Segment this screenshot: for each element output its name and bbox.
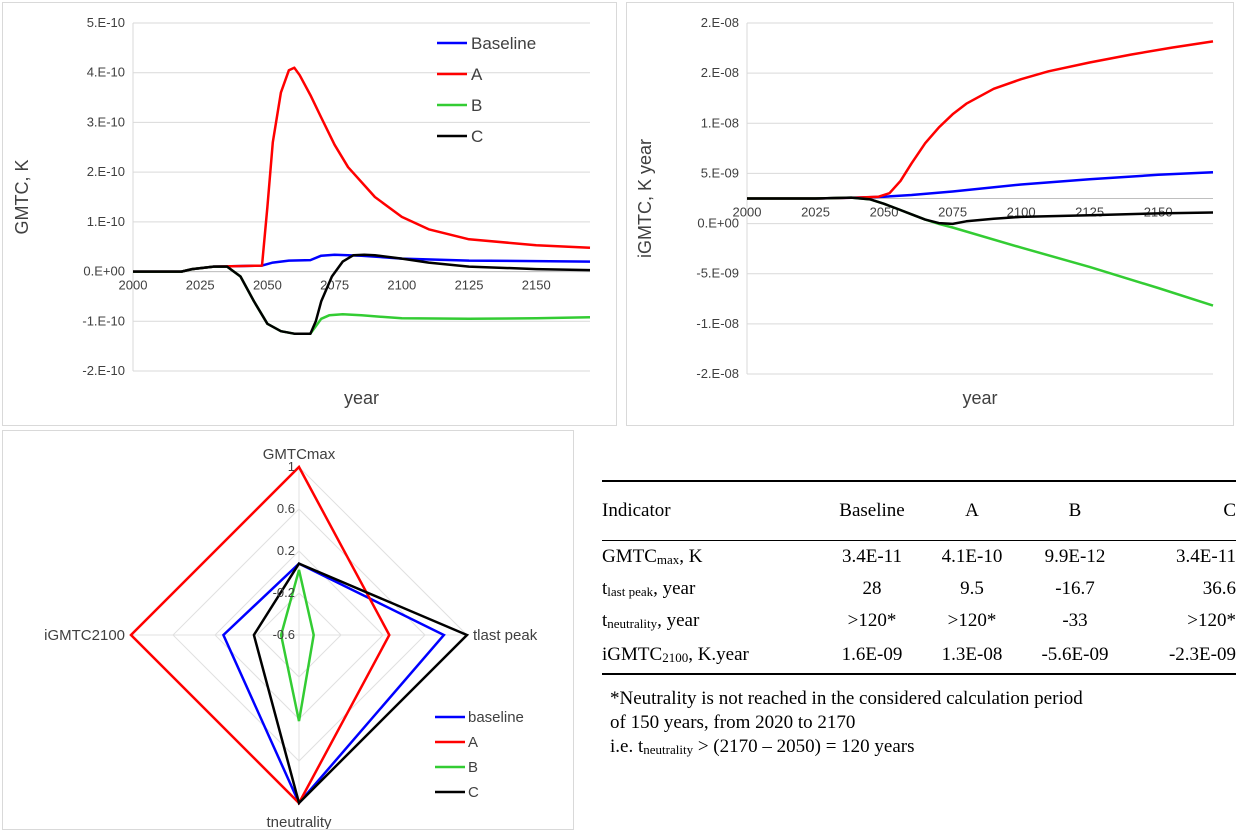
radar-axis-label: iGMTC2100 xyxy=(44,627,125,644)
table-row: iGMTC2100, K.year 1.6E-09 1.3E-08 -5.6E-… xyxy=(602,637,1236,675)
x-tick-label: 2125 xyxy=(455,278,484,293)
series-line-baseline xyxy=(747,170,1214,200)
x-tick-label: 2025 xyxy=(801,205,830,220)
table-cell: 4.1E-10 xyxy=(941,546,1003,567)
table-row: tneutrality, year >120* >120* -33 >120* xyxy=(602,605,1236,637)
table-header-cell: Baseline xyxy=(822,480,922,541)
y-tick-label: -2.E-10 xyxy=(82,363,125,378)
footnote-line: *Neutrality is not reached in the consid… xyxy=(610,688,1083,709)
legend-label: baseline xyxy=(468,709,524,726)
table-cell: 1.6E-09 xyxy=(822,637,922,675)
y-tick-label: 2.E-08 xyxy=(701,65,739,80)
gmtc-chart: 5.E-10 4.E-10 3.E-10 2.E-10 1.E-10 0.E+00 -1.E… xyxy=(12,15,591,408)
series-line-a xyxy=(133,66,591,273)
series-line-c xyxy=(747,196,1214,226)
series-line-a xyxy=(747,40,1214,200)
legend-label: A xyxy=(468,734,478,751)
table-cell: -2.3E-09 xyxy=(1128,637,1236,675)
table-header-row: Indicator Baseline A B C xyxy=(602,480,1236,541)
y-tick-label: -5.E-09 xyxy=(696,266,739,281)
table-cell: 1.3E-08 xyxy=(922,637,1022,675)
y-tick-label: 1.E-10 xyxy=(87,214,125,229)
legend-label: B xyxy=(471,96,482,115)
igmtc-chart-panel: 2.E-08 2.E-08 1.E-08 5.E-09 0.E+00 -5.E-09 -1.… xyxy=(626,2,1234,426)
table-cell: -5.6E-09 xyxy=(1022,637,1128,675)
y-tick-label: 3.E-10 xyxy=(87,114,125,129)
gmtc-chart-panel: 5.E-10 4.E-10 3.E-10 2.E-10 1.E-10 0.E+00 -1.E… xyxy=(2,2,617,426)
table-cell: 3.4E-11 xyxy=(1176,546,1236,567)
legend-label: A xyxy=(471,65,483,84)
x-tick-label: 2075 xyxy=(320,278,349,293)
x-tick-label: 2125 xyxy=(1075,205,1104,220)
table-cell: -16.7 xyxy=(1055,578,1095,599)
indicator-table-block: Indicator Baseline A B C GMTCmax, K 3.4E… xyxy=(602,480,1236,760)
table-row-label: tneutrality, year xyxy=(602,610,700,631)
radar-tick-label: -0.6 xyxy=(273,627,295,642)
table-cell: >120* xyxy=(847,610,897,631)
igmtc-chart: 2.E-08 2.E-08 1.E-08 5.E-09 0.E+00 -5.E-09 -1.… xyxy=(635,15,1214,408)
table-cell: 9.5 xyxy=(960,578,984,599)
x-tick-label: 2000 xyxy=(733,205,762,220)
y-tick-label: -2.E-08 xyxy=(696,366,739,381)
table-row-label: GMTCmax, K xyxy=(602,546,703,567)
table-header-cell: A xyxy=(922,480,1022,541)
x-tick-label: 2075 xyxy=(938,205,967,220)
table-row-label: iGMTC2100, K.year xyxy=(602,637,822,675)
indicator-table: Indicator Baseline A B C GMTCmax, K 3.4E… xyxy=(602,480,1236,675)
x-tick-label: 2050 xyxy=(253,278,282,293)
table-cell: 3.4E-11 xyxy=(842,546,902,567)
table-cell: -33 xyxy=(1062,610,1088,631)
table-row: tlast peak, year 28 9.5 -16.7 36.6 xyxy=(602,573,1236,605)
table-cell: >120* xyxy=(1187,610,1236,631)
y-tick-label: -1.E-10 xyxy=(82,313,125,328)
y-tick-label: 1.E-08 xyxy=(701,115,739,130)
table-row-label: tlast peak, year xyxy=(602,578,696,599)
radar-chart: 1 0.6 0.2 -0.2 -0.6 GMTCmax tlast peak tneutral… xyxy=(44,446,538,831)
radar-series-c xyxy=(252,562,470,806)
radar-chart-panel: 1 0.6 0.2 -0.2 -0.6 GMTCmax tlast peak tneutral… xyxy=(2,430,574,831)
legend-label: Baseline xyxy=(471,34,536,53)
table-row: GMTCmax, K 3.4E-11 4.1E-10 9.9E-12 3.4E-… xyxy=(602,541,1236,574)
series-line-c xyxy=(133,253,591,335)
table-header-cell: Indicator xyxy=(602,480,822,541)
x-axis-title: year xyxy=(344,388,379,408)
y-tick-label: -1.E-08 xyxy=(696,316,739,331)
y-tick-label: 0.E+00 xyxy=(83,264,125,279)
table-cell: 9.9E-12 xyxy=(1044,546,1106,567)
x-axis-title: year xyxy=(962,388,997,408)
y-tick-label: 4.E-10 xyxy=(87,65,125,80)
radar-tick-label: 0.6 xyxy=(277,501,295,516)
footnote-line: of 150 years, from 2020 to 2170 xyxy=(610,712,856,733)
x-tick-label: 2100 xyxy=(387,278,416,293)
radar-axis-label: tlast peak xyxy=(473,627,538,644)
radar-axis-label: GMTCmax xyxy=(263,446,336,463)
legend-label: C xyxy=(471,127,483,146)
table-footnote: *Neutrality is not reached in the consid… xyxy=(610,687,1236,760)
y-tick-label: 5.E-09 xyxy=(701,165,739,180)
y-axis-title: GMTC, K xyxy=(12,160,32,235)
x-tick-label: 2050 xyxy=(870,205,899,220)
radar-tick-label: 1 xyxy=(288,459,295,474)
y-tick-label: 2.E-08 xyxy=(701,15,739,30)
y-tick-label: 2.E-10 xyxy=(87,164,125,179)
x-tick-label: 2025 xyxy=(186,278,215,293)
x-tick-label: 2000 xyxy=(119,278,148,293)
y-axis-title: iGMTC, K year xyxy=(635,139,655,258)
x-tick-label: 2150 xyxy=(1144,205,1173,220)
y-tick-label: 5.E-10 xyxy=(87,15,125,30)
legend-label: B xyxy=(468,759,478,776)
table-cell: 36.6 xyxy=(1202,578,1236,599)
x-tick-label: 2150 xyxy=(522,278,551,293)
footnote-line: i.e. tneutrality > (2170 – 2050) = 120 y… xyxy=(610,736,915,757)
radar-axis-label: tneutrality xyxy=(266,814,332,829)
y-tick-label: 0.E+00 xyxy=(697,216,739,231)
table-header-cell: B xyxy=(1022,480,1128,541)
table-cell: 28 xyxy=(862,578,882,599)
radar-series-b xyxy=(279,569,315,722)
radar-tick-label: -0.2 xyxy=(273,585,295,600)
radar-tick-label: 0.2 xyxy=(277,543,295,558)
legend-label: C xyxy=(468,784,479,801)
table-header-cell: C xyxy=(1128,480,1236,541)
table-cell: >120* xyxy=(947,610,997,631)
